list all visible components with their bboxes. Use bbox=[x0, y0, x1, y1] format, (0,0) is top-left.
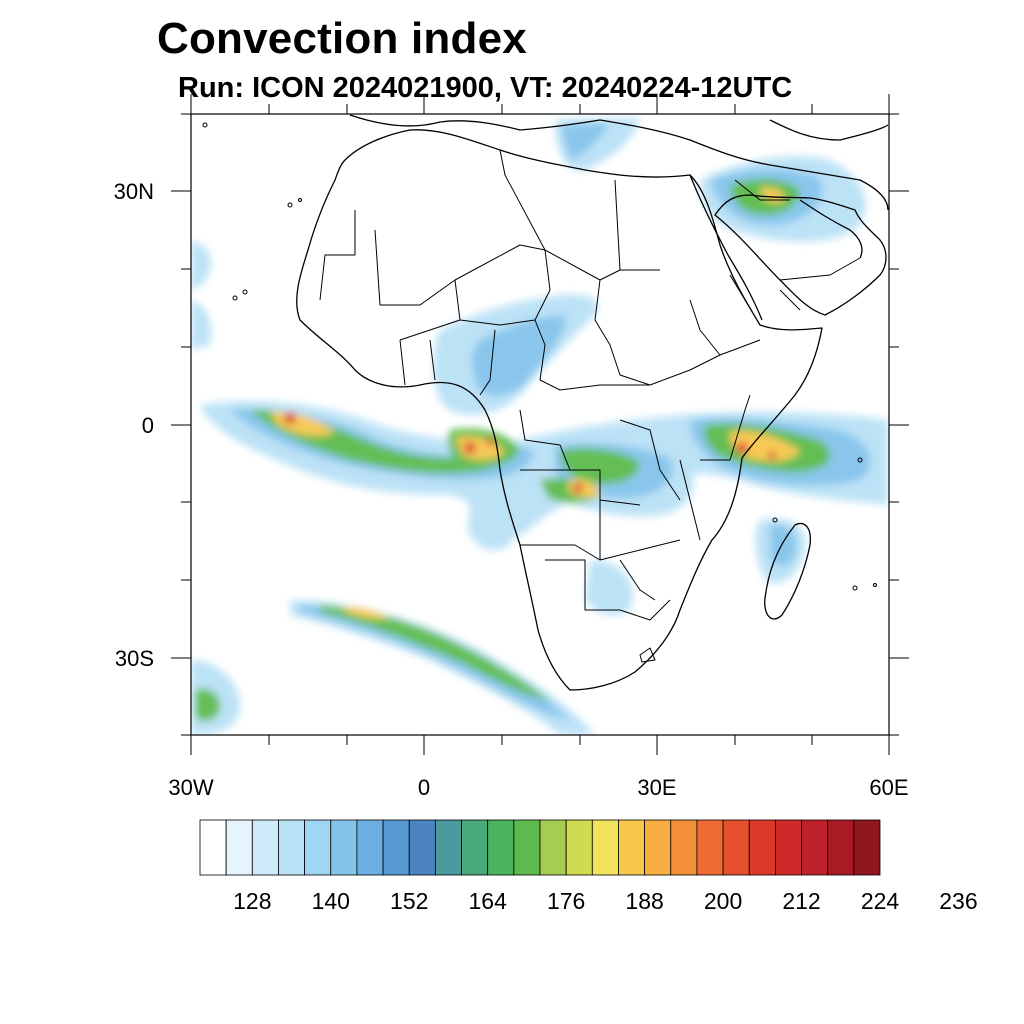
colorbar-box bbox=[330, 819, 358, 876]
colorbar-tick-label: 164 bbox=[468, 888, 507, 914]
colorbar-box bbox=[278, 819, 306, 876]
colorbar-box bbox=[225, 819, 253, 876]
colorbar-tick-label: 224 bbox=[860, 888, 900, 914]
colorbar-box bbox=[644, 819, 672, 876]
axis-ticks bbox=[171, 94, 909, 755]
convection-field bbox=[191, 114, 889, 735]
colorbar-box bbox=[304, 819, 332, 876]
colorbar-box bbox=[487, 819, 515, 876]
colorbar-box bbox=[356, 819, 384, 876]
lat-label-30n: 30N bbox=[113, 179, 154, 204]
lat-label-30s: 30S bbox=[114, 646, 154, 671]
colorbar-tick-label: 236 bbox=[939, 888, 978, 914]
coastlines bbox=[296, 114, 889, 691]
colorbar-box bbox=[251, 819, 279, 876]
colorbar-box bbox=[853, 819, 881, 876]
map-subtitle: Run: ICON 2024021900, VT: 20240224-12UTC bbox=[178, 72, 793, 104]
islands bbox=[202, 122, 877, 591]
strong-convection-areas bbox=[270, 187, 800, 619]
severe-convection-cores bbox=[284, 412, 776, 493]
colorbar-tick-label: 152 bbox=[390, 888, 429, 914]
colorbar-box bbox=[199, 819, 227, 876]
lon-label-0: 0 bbox=[417, 775, 431, 800]
country-borders bbox=[319, 149, 861, 663]
colorbar-tick-label: 176 bbox=[546, 888, 586, 914]
colorbar-box bbox=[513, 819, 541, 876]
colorbar-tick-label: 212 bbox=[782, 888, 821, 914]
lon-label-30w: 30W bbox=[168, 775, 214, 800]
colorbar-tick-label: 128 bbox=[233, 888, 272, 914]
colorbar-box bbox=[539, 819, 567, 876]
colorbar-box bbox=[565, 819, 593, 876]
colorbar-box bbox=[801, 819, 829, 876]
colorbar-box bbox=[696, 819, 724, 876]
colorbar-tick-label: 188 bbox=[625, 888, 664, 914]
colorbar-box bbox=[618, 819, 646, 876]
lon-label-30e: 30E bbox=[637, 775, 677, 800]
colorbar-box bbox=[748, 819, 776, 876]
colorbar-box bbox=[434, 819, 462, 876]
colorbar-tick-label: 140 bbox=[311, 888, 350, 914]
colorbar-box bbox=[670, 819, 698, 876]
colorbar-box bbox=[591, 819, 619, 876]
colorbar bbox=[199, 819, 881, 876]
map-title: Convection index bbox=[157, 14, 527, 63]
colorbar-box bbox=[827, 819, 855, 876]
lat-label-0: 0 bbox=[141, 413, 154, 438]
lon-label-60e: 60E bbox=[869, 775, 909, 800]
colorbar-box bbox=[722, 819, 750, 876]
colorbar-box bbox=[461, 819, 489, 876]
colorbar-box bbox=[774, 819, 802, 876]
colorbar-tick-label: 200 bbox=[703, 888, 743, 914]
colorbar-box bbox=[408, 819, 436, 876]
colorbar-box bbox=[382, 819, 410, 876]
